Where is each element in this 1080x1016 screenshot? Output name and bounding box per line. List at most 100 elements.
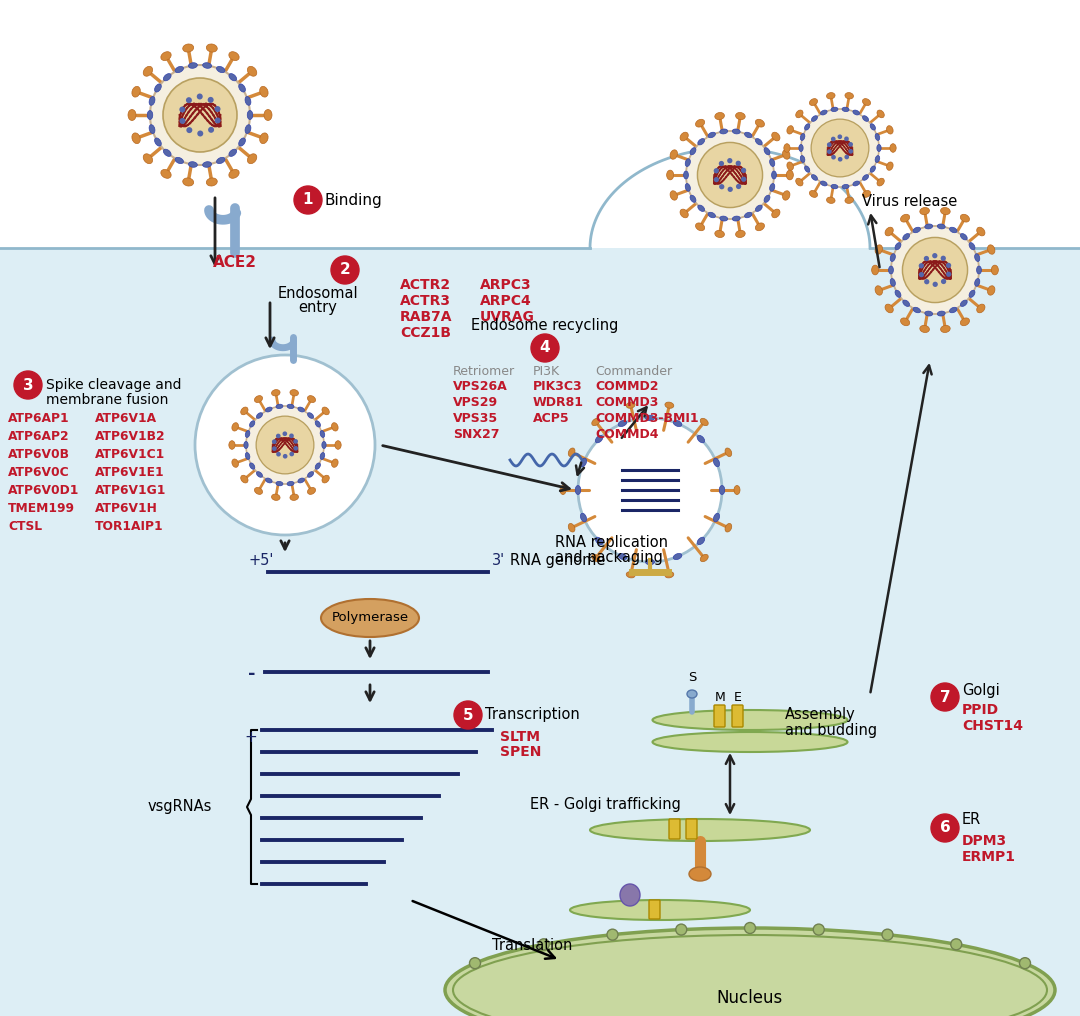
Text: Transcription: Transcription: [485, 707, 580, 722]
Ellipse shape: [147, 111, 152, 120]
Circle shape: [735, 184, 741, 189]
Text: Commander: Commander: [595, 365, 672, 378]
Ellipse shape: [264, 110, 272, 121]
Ellipse shape: [744, 212, 752, 217]
Ellipse shape: [700, 555, 708, 562]
Ellipse shape: [744, 132, 752, 138]
Ellipse shape: [698, 205, 704, 211]
Circle shape: [932, 281, 937, 287]
Ellipse shape: [154, 138, 161, 146]
Text: 4: 4: [540, 340, 551, 356]
Circle shape: [719, 184, 725, 189]
Ellipse shape: [949, 307, 957, 313]
Circle shape: [150, 65, 249, 165]
Ellipse shape: [163, 149, 171, 156]
Ellipse shape: [232, 423, 239, 431]
FancyBboxPatch shape: [649, 900, 660, 919]
Ellipse shape: [576, 486, 581, 495]
Circle shape: [195, 355, 375, 535]
Ellipse shape: [229, 170, 239, 179]
Ellipse shape: [232, 459, 239, 467]
Circle shape: [470, 958, 481, 968]
Circle shape: [179, 107, 186, 113]
FancyBboxPatch shape: [732, 705, 743, 727]
Ellipse shape: [725, 523, 732, 532]
Ellipse shape: [144, 66, 152, 76]
Ellipse shape: [163, 73, 171, 81]
Ellipse shape: [580, 458, 586, 466]
Text: Polymerase: Polymerase: [332, 612, 408, 625]
Ellipse shape: [715, 113, 725, 120]
Ellipse shape: [877, 110, 885, 118]
Ellipse shape: [680, 132, 688, 141]
Ellipse shape: [245, 97, 251, 106]
FancyBboxPatch shape: [714, 705, 725, 727]
Ellipse shape: [322, 407, 329, 415]
Ellipse shape: [203, 63, 212, 68]
Circle shape: [845, 136, 849, 141]
Text: Virus release: Virus release: [862, 194, 957, 209]
Ellipse shape: [821, 110, 827, 115]
Text: Translation: Translation: [492, 938, 572, 953]
Circle shape: [272, 439, 276, 444]
Ellipse shape: [332, 423, 338, 431]
Ellipse shape: [719, 486, 725, 495]
Circle shape: [719, 161, 724, 167]
Ellipse shape: [580, 513, 586, 522]
Circle shape: [811, 119, 868, 177]
Polygon shape: [590, 148, 870, 248]
Text: +: +: [244, 731, 257, 746]
Circle shape: [607, 930, 618, 940]
Ellipse shape: [890, 143, 896, 152]
Text: -: -: [248, 665, 256, 683]
Ellipse shape: [719, 216, 728, 221]
Ellipse shape: [698, 537, 704, 545]
Ellipse shape: [239, 84, 245, 92]
Ellipse shape: [287, 404, 294, 408]
Circle shape: [941, 256, 946, 261]
Text: PI3K: PI3K: [534, 365, 561, 378]
Text: Assembly: Assembly: [785, 707, 855, 722]
Ellipse shape: [249, 463, 255, 469]
Ellipse shape: [895, 243, 901, 250]
Text: ER - Golgi trafficking: ER - Golgi trafficking: [530, 798, 680, 813]
Ellipse shape: [144, 153, 152, 164]
Ellipse shape: [216, 157, 225, 164]
Ellipse shape: [787, 126, 794, 134]
Ellipse shape: [875, 155, 880, 163]
Text: PPID: PPID: [962, 703, 999, 717]
Ellipse shape: [680, 209, 688, 217]
Text: ERMP1: ERMP1: [962, 850, 1016, 864]
Text: Endosomal: Endosomal: [278, 285, 359, 301]
Ellipse shape: [592, 419, 599, 426]
Ellipse shape: [875, 133, 880, 140]
Ellipse shape: [626, 402, 635, 408]
Ellipse shape: [805, 124, 810, 130]
Ellipse shape: [949, 228, 957, 233]
Ellipse shape: [322, 475, 329, 483]
Ellipse shape: [322, 442, 326, 448]
Ellipse shape: [842, 185, 849, 189]
Text: vsgRNAs: vsgRNAs: [148, 800, 213, 815]
Circle shape: [283, 432, 287, 436]
Text: E: E: [734, 691, 742, 704]
Ellipse shape: [646, 416, 654, 421]
Text: ATP6V1E1: ATP6V1E1: [95, 466, 164, 479]
Ellipse shape: [247, 66, 257, 76]
Ellipse shape: [445, 928, 1055, 1016]
Ellipse shape: [698, 138, 704, 145]
Ellipse shape: [735, 231, 745, 238]
Text: DPM3: DPM3: [962, 834, 1008, 848]
Ellipse shape: [266, 479, 272, 483]
Ellipse shape: [670, 149, 677, 160]
Ellipse shape: [315, 421, 321, 427]
Ellipse shape: [842, 108, 849, 112]
Text: RNA genome: RNA genome: [510, 553, 606, 568]
Ellipse shape: [289, 494, 298, 501]
Circle shape: [848, 142, 853, 146]
Ellipse shape: [809, 99, 818, 106]
Ellipse shape: [700, 419, 708, 426]
Ellipse shape: [924, 224, 933, 229]
Circle shape: [923, 256, 929, 261]
Ellipse shape: [229, 149, 237, 156]
